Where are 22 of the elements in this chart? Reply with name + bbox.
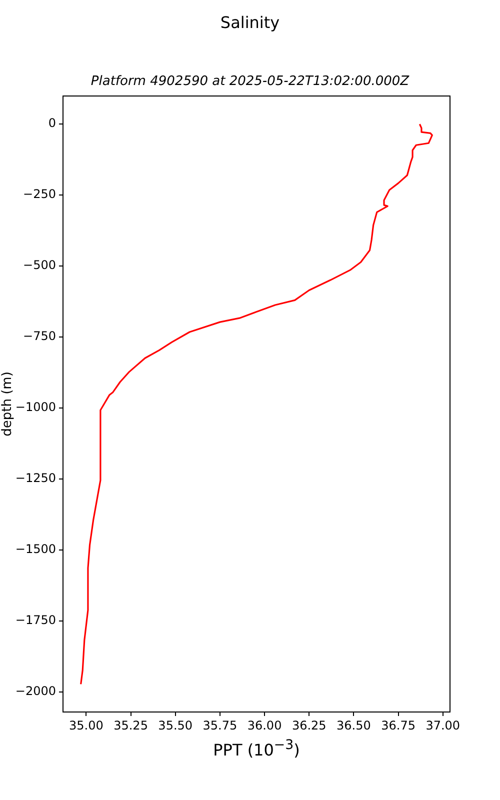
y-tick-label: −1000	[15, 400, 56, 414]
x-tick-label: 37.00	[426, 718, 460, 732]
y-tick-label: −250	[23, 187, 56, 202]
x-axis-title: PPT (10$^{−3}$)	[212, 738, 301, 760]
x-tick-label: 36.50	[336, 718, 371, 732]
y-axis-title: depth (m)	[0, 372, 16, 436]
y-tick-label: −750	[23, 329, 56, 344]
x-tick-label: 36.25	[292, 718, 326, 732]
x-tick-label: 35.75	[202, 718, 238, 732]
x-tick-label: 36.00	[247, 718, 282, 732]
x-tick-label: 35.25	[114, 718, 148, 732]
y-tick-label: −1750	[15, 613, 56, 628]
y-tick-label: −2000	[15, 684, 56, 698]
y-tick-label: −500	[23, 258, 56, 272]
y-tick-label: −1500	[15, 542, 56, 556]
x-tick-label: 35.50	[158, 718, 193, 732]
x-tick-label: 35.00	[69, 718, 104, 732]
y-tick-label: −1250	[15, 471, 56, 486]
chart-title: Salinity	[219, 13, 281, 32]
y-tick-label: 0	[48, 116, 56, 130]
x-tick-label: 36.75	[381, 718, 416, 732]
chart-subtitle: Platform 4902590 at 2025-05-22T13:02:00.000Z	[90, 74, 410, 89]
